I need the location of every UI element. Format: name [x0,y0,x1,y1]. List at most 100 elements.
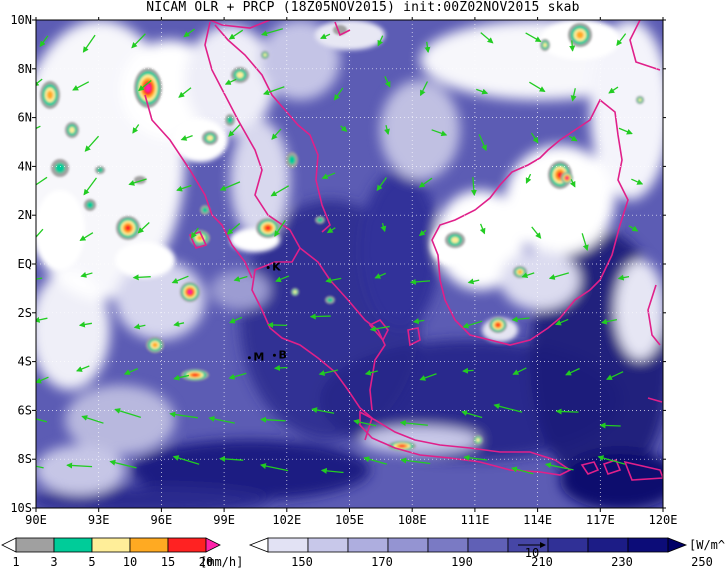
precip-colorbar-label: 5 [88,555,95,569]
wind-arrow [369,325,390,332]
olr-colorbar-label: 210 [531,555,553,569]
wind-arrow [228,124,241,137]
wind-arrow [320,33,331,39]
wind-arrow [263,86,285,96]
city-dot [272,353,276,357]
wind-arrow [228,372,247,380]
wind-arrow [76,365,90,372]
wind-arrow [363,456,387,465]
precip-colorbar-label: 20 [199,555,213,569]
wind-arrow [377,35,384,47]
lat-tick-label: EQ [18,257,32,271]
wind-arrow [521,272,535,279]
wind-arrow [274,220,286,237]
wind-arrow [548,272,569,280]
wind-arrow [78,321,92,328]
lat-tick-label: 8N [18,62,32,76]
wind-arrow [333,87,344,101]
wind-arrow [510,466,534,475]
wind-arrow [616,33,627,47]
lon-tick-label: 90E [25,513,47,527]
wind-arrow [470,177,477,197]
lon-tick-label: 111E [460,513,489,527]
wind-arrow [374,272,387,279]
lon-tick-label: 120E [649,513,678,527]
wind-arrow [476,88,489,95]
wind-arrow [431,129,448,137]
precip-colorbar-label: 1 [12,555,19,569]
wind-arrow [132,274,151,281]
lat-tick-label: 2S [18,306,32,320]
wind-arrow [581,233,589,251]
wind-arrow [461,410,483,419]
lat-tick-label: 8S [18,452,32,466]
wind-arrow [618,127,633,135]
wind-arrow [529,81,546,93]
wind-arrow [81,415,104,424]
wind-arrow [555,318,569,326]
wind-arrow [226,223,241,235]
wind-arrow [409,278,431,285]
city-label: M [253,351,264,364]
lon-tick-label: 102E [272,513,301,527]
wind-arrow [380,222,387,233]
wind-arrow [479,223,486,235]
wind-arrow [599,422,621,429]
wind-arrow [419,81,429,97]
map-title: NICAM OLR + PRCP (18Z05NOV2015) init:00Z… [146,0,580,15]
wind-arrow [36,316,48,323]
precip-colorbar-label: 15 [161,555,175,569]
wind-arrow [478,134,487,152]
wind-arrow [320,467,344,474]
wind-arrow [569,179,576,188]
lat-tick-label: 4N [18,159,32,173]
wind-arrow [229,316,243,324]
wind-arrow [424,41,431,54]
wind-arrow [418,229,427,237]
wind-arrow [273,364,288,371]
wind-arrow [568,135,578,142]
wind-arrow [419,373,437,381]
wind-arrow [169,411,198,419]
lon-tick-label: 93E [88,513,110,527]
wind-arrow [36,277,43,280]
wind-arrow [261,28,283,37]
wind-arrow [219,455,244,462]
wind-arrow [569,40,576,52]
wind-arrow [84,135,100,152]
city-dot [247,356,251,360]
wind-arrow [525,173,532,184]
wind-arrow [321,172,336,180]
wind-arrow [36,176,48,186]
olr-field [36,20,663,508]
wind-arrow [208,416,235,424]
lat-tick-label: 2N [18,208,32,222]
lat-lon-grid [36,20,663,508]
wind-arrow [80,271,93,278]
wind-arrow [123,367,139,375]
coastlines [144,20,663,481]
wind-arrow [132,124,140,134]
precip-colorbar-label: 10 [123,555,137,569]
wind-arrow [628,225,639,232]
olr-colorbar-label: 250 [691,555,713,569]
wind-arrow [597,455,626,465]
wind-arrow [309,313,331,320]
wind-arrow [399,420,428,427]
map-axes: 90E 93E 96E 99E 102E 105E 108E 111E 114E 117E 120E… [10,13,677,527]
olr-colorbar-label: 190 [451,555,473,569]
wind-arrow [511,316,530,323]
wind-arrow [555,408,579,415]
wind-arrow [462,367,474,374]
wind-arrow [311,407,335,414]
wind-arrow [260,416,286,423]
wind-arrow [171,275,189,284]
wind-arrow [480,32,494,44]
wind-arrow [190,227,199,239]
precipitation-field [40,23,644,451]
wind-arrow [173,320,185,327]
precip-unit-label: [mm/h] [200,555,243,569]
lat-tick-label: 6S [18,403,32,417]
lat-tick-label: 10S [10,501,32,515]
